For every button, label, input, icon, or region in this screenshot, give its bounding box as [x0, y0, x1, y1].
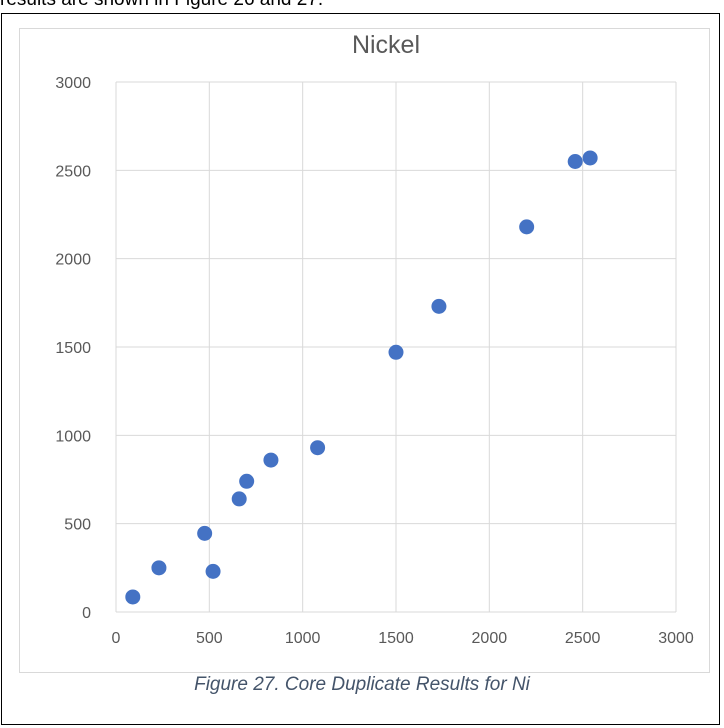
x-tick-label: 1000	[285, 630, 321, 647]
data-point	[388, 344, 404, 360]
x-tick-label: 1500	[378, 630, 414, 647]
gridlines	[115, 81, 677, 613]
data-point	[263, 452, 279, 468]
y-tick-label: 2000	[55, 252, 91, 269]
x-tick-label: 0	[112, 630, 121, 647]
data-point	[239, 473, 255, 489]
x-tick-label: 2500	[565, 630, 601, 647]
x-axis-ticks: 0 500 1000 1500 2000 2500 3000	[112, 630, 694, 647]
data-point	[151, 560, 167, 576]
data-point	[431, 298, 447, 314]
y-tick-label: 2500	[55, 163, 91, 180]
data-point	[231, 491, 247, 507]
figure-caption: Figure 27. Core Duplicate Results for Ni	[194, 674, 530, 695]
data-point	[125, 589, 141, 605]
figure-frame: 0 500 1000 1500 2000 2500 3000 0 500 1000 1500 200…	[1, 13, 720, 725]
y-tick-label: 1500	[55, 340, 91, 357]
chart-area: 0 500 1000 1500 2000 2500 3000 0 500 1000 1500 200…	[19, 28, 710, 673]
x-tick-label: 3000	[658, 630, 694, 647]
data-points	[125, 150, 598, 605]
data-point	[310, 440, 326, 456]
data-point	[582, 150, 598, 166]
data-point	[567, 154, 583, 169]
chart-title: Nickel	[352, 31, 420, 59]
data-point	[197, 525, 213, 541]
data-point	[205, 563, 221, 579]
x-tick-label: 2000	[472, 630, 508, 647]
y-tick-label: 500	[64, 517, 91, 534]
y-axis-ticks: 0 500 1000 1500 2000 2500 3000	[55, 75, 91, 622]
y-tick-label: 1000	[55, 428, 91, 445]
y-tick-label: 3000	[55, 75, 91, 92]
scatter-chart: 0 500 1000 1500 2000 2500 3000 0 500 1000 1500 200…	[55, 31, 694, 647]
data-point	[519, 219, 535, 235]
x-tick-label: 500	[196, 630, 223, 647]
page-heading: results are shown in Figure 26 and 27.	[0, 0, 323, 12]
y-tick-label: 0	[82, 605, 91, 622]
